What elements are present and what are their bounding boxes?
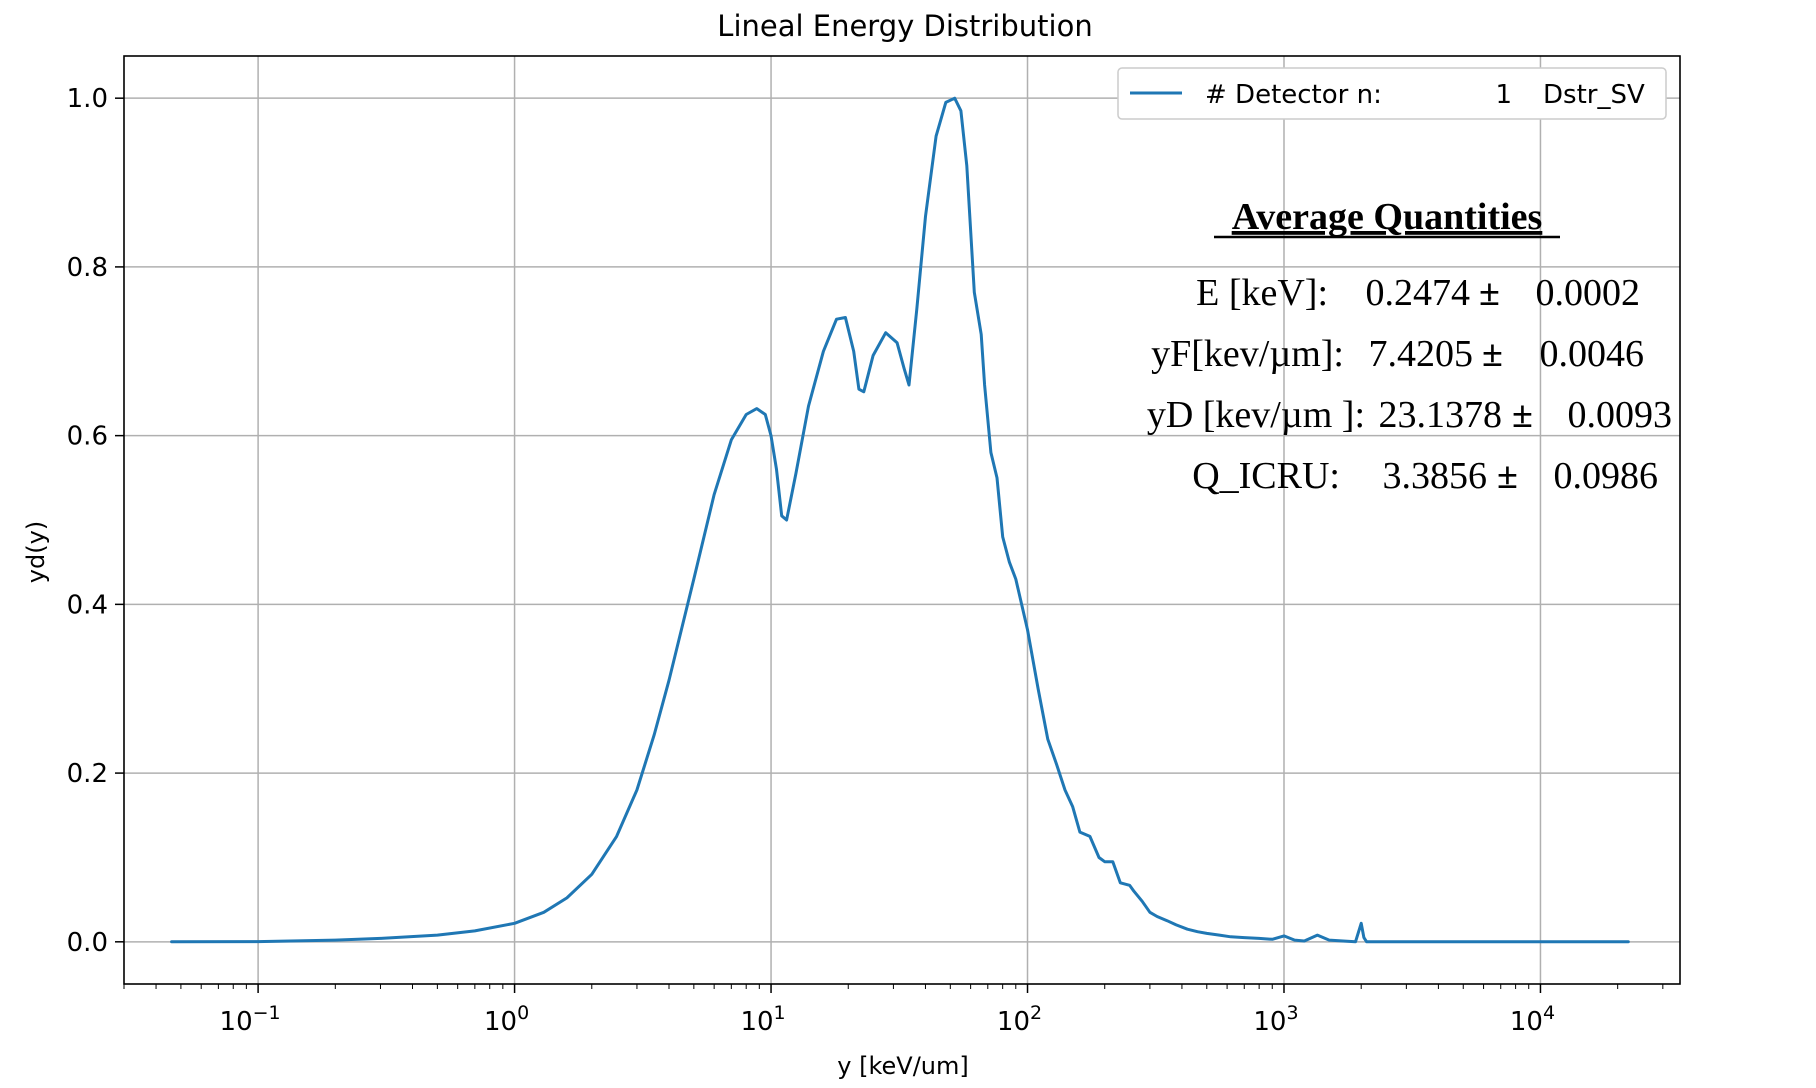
stat-yd-label: yD [kev/µm ]: [1147, 394, 1365, 436]
x-tick-label: 100 [484, 1002, 529, 1037]
legend-box [1117, 67, 1667, 120]
stat-yf-error: 0.0046 [1540, 333, 1645, 375]
average-quantities-box: Average Quantities E [keV]: 0.2474 ± 0.0… [1147, 196, 1672, 497]
stat-yd-pm: ± [1512, 394, 1533, 436]
y-tick-label: 0.2 [67, 759, 108, 789]
average-quantities-title: Average Quantities [1232, 196, 1543, 238]
x-tick-labels: 10−1 100 101 102 103 104 [220, 1002, 1556, 1037]
stat-yd-value: 23.1378 [1379, 394, 1503, 436]
legend-label: # Detector n: [1205, 80, 1382, 110]
x-tick-label: 101 [740, 1002, 785, 1037]
stat-q-pm: ± [1497, 455, 1518, 497]
legend-number: 1 [1495, 80, 1512, 110]
stat-e-value: 0.2474 [1366, 272, 1471, 314]
stat-q-value: 3.3856 [1383, 455, 1488, 497]
series-layer [170, 96, 1630, 944]
y-tick-label: 1.0 [67, 84, 108, 114]
stat-yf-label: yF[kev/µm]: [1151, 333, 1344, 375]
stat-e-error: 0.0002 [1536, 272, 1641, 314]
x-tick-label: 103 [1253, 1002, 1298, 1037]
y-tick-label: 0.6 [67, 422, 108, 452]
series-line [170, 96, 1630, 944]
plot-frame [123, 55, 1681, 985]
axis-ticks [115, 97, 1664, 993]
chart-title: Lineal Energy Distribution [717, 9, 1092, 43]
y-tick-label: 0.4 [67, 590, 108, 620]
stat-yf-value: 7.4205 [1369, 333, 1474, 375]
x-axis-label: y [keV/um] [837, 1052, 968, 1080]
stat-e-pm: ± [1479, 272, 1500, 314]
y-tick-label: 0.0 [67, 928, 108, 958]
x-tick-label: 102 [997, 1002, 1042, 1037]
stat-yd-error: 0.0093 [1568, 394, 1673, 436]
stat-q-error: 0.0986 [1554, 455, 1659, 497]
stat-yf-pm: ± [1482, 333, 1503, 375]
legend-name: Dstr_SV [1543, 80, 1645, 110]
y-axis-label: yd(y) [22, 521, 50, 583]
y-tick-labels: 0.0 0.2 0.4 0.6 0.8 1.0 [67, 84, 108, 958]
stat-q-label: Q_ICRU: [1192, 455, 1340, 497]
legend: # Detector n: 1 Dstr_SV [1117, 67, 1667, 120]
x-tick-label: 104 [1510, 1002, 1555, 1037]
grid-lines [124, 56, 1680, 984]
x-tick-label: 10−1 [220, 1002, 281, 1037]
stat-e-label: E [keV]: [1196, 272, 1328, 314]
y-tick-label: 0.8 [67, 253, 108, 283]
